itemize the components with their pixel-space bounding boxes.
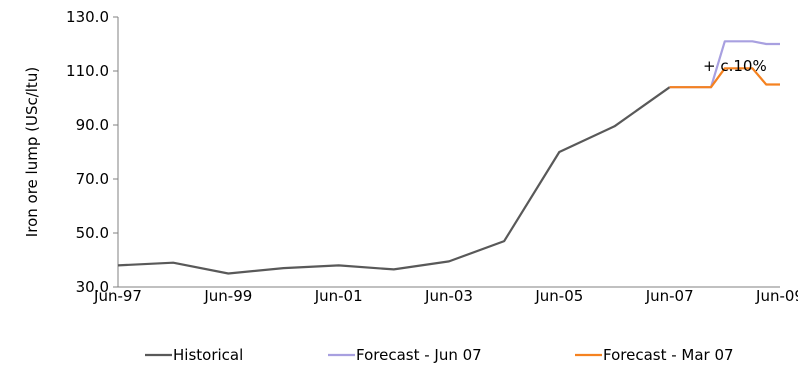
annotation-label: + c.10% xyxy=(703,57,767,75)
x-tick-label: Jun-97 xyxy=(93,287,142,305)
y-tick-label: 70.0 xyxy=(76,170,109,188)
legend-label: Forecast - Mar 07 xyxy=(603,346,734,364)
legend-label: Historical xyxy=(173,346,243,364)
x-tick-label: Jun-09 xyxy=(755,287,798,305)
x-tick-label: Jun-05 xyxy=(534,287,583,305)
y-tick-label: 30.0 xyxy=(76,278,109,296)
axes xyxy=(113,16,780,288)
series-lines xyxy=(117,40,780,275)
y-axis-title: Iron ore lump (USc/ltu) xyxy=(23,67,41,237)
x-tick-label: Jun-07 xyxy=(645,287,694,305)
y-tick-label: 130.0 xyxy=(66,8,109,26)
legend-label: Forecast - Jun 07 xyxy=(356,346,482,364)
x-tick-label: Jun-99 xyxy=(203,287,252,305)
x-tick-label: Jun-01 xyxy=(314,287,363,305)
series-line-forecast-mar-07 xyxy=(669,67,780,89)
y-tick-label: 90.0 xyxy=(76,116,109,134)
legend: Historical Forecast - Jun 07 Forecast - Ma… xyxy=(145,346,734,364)
series-line-historical xyxy=(117,86,671,275)
y-tick-label: 50.0 xyxy=(76,224,109,242)
labels: 30.0 50.0 70.0 90.0 110.0 130.0 Jun-97 Jun-99 Ju… xyxy=(23,8,798,305)
x-tick-label: Jun-03 xyxy=(424,287,473,305)
y-tick-label: 110.0 xyxy=(66,62,109,80)
